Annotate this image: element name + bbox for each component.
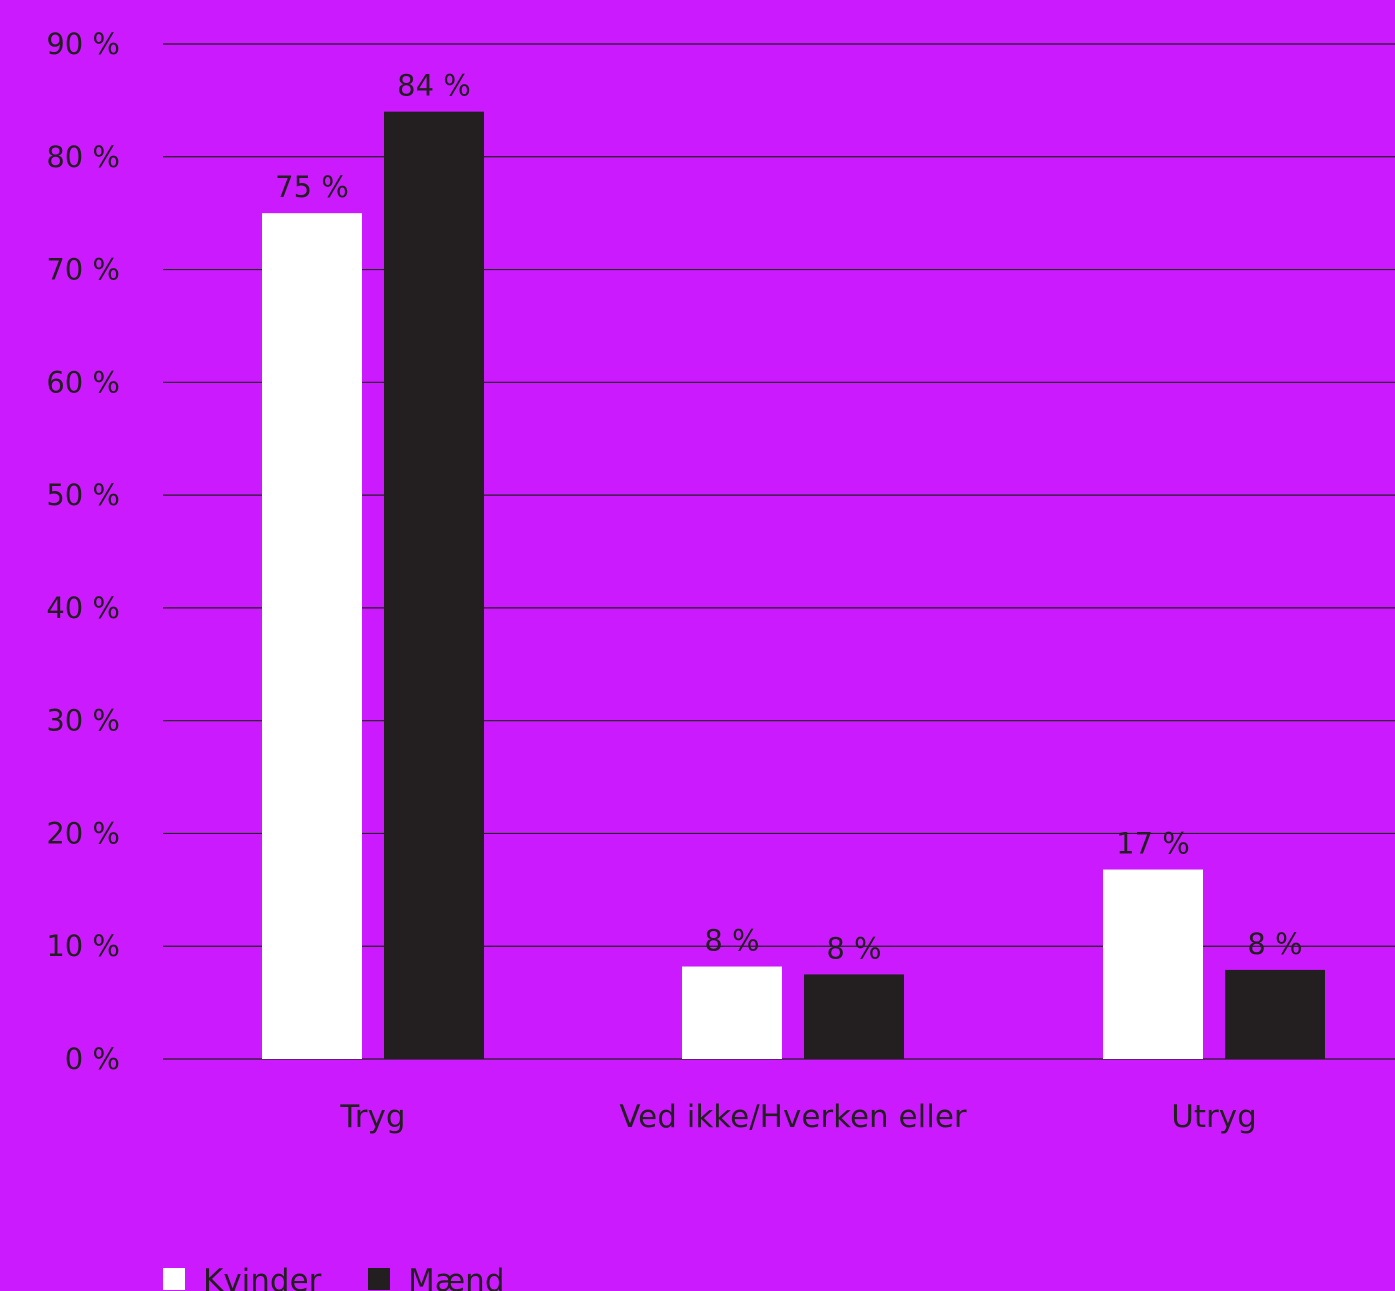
y-tick-label: 70 %	[46, 253, 120, 287]
bar-maend-2	[1225, 969, 1325, 1059]
data-label: 8 %	[1247, 927, 1302, 961]
bars	[262, 111, 1325, 1059]
legend-swatch	[368, 1268, 390, 1290]
data-label: 8 %	[704, 924, 759, 958]
data-label: 17 %	[1116, 827, 1190, 861]
gridlines	[163, 43, 1395, 1060]
y-tick-label: 60 %	[46, 365, 120, 399]
data-label: 75 %	[275, 170, 349, 204]
bar-kvinder-1	[682, 966, 782, 1059]
bar-maend-0	[384, 111, 484, 1059]
category-label: Ved ikke/Hverken eller	[619, 1099, 967, 1135]
y-tick-label: 10 %	[46, 929, 120, 963]
x-axis-categories: Tryg Ved ikke/Hverken eller Utryg	[339, 1099, 1256, 1135]
category-label: Tryg	[339, 1099, 405, 1135]
y-tick-label: 20 %	[46, 816, 120, 850]
bar-kvinder-2	[1103, 869, 1203, 1059]
data-label: 8 %	[826, 931, 881, 965]
legend: Kvinder Mænd	[163, 1263, 505, 1291]
y-tick-label: 0 %	[65, 1042, 120, 1076]
bar-kvinder-0	[262, 213, 362, 1059]
legend-label: Kvinder	[203, 1263, 322, 1291]
y-tick-label: 40 %	[46, 591, 120, 625]
category-label: Utryg	[1171, 1099, 1257, 1135]
y-tick-label: 90 %	[46, 27, 120, 61]
data-label: 84 %	[397, 69, 471, 103]
y-tick-label: 50 %	[46, 478, 120, 512]
data-labels: 75 % 84 % 8 % 8 % 17 % 8 %	[275, 69, 1302, 966]
y-tick-label: 30 %	[46, 704, 120, 738]
legend-swatch	[163, 1268, 185, 1290]
y-axis-ticks: 0 % 10 % 20 % 30 % 40 % 50 % 60 % 70 % 80 % 90 %	[46, 27, 120, 1076]
y-tick-label: 80 %	[46, 140, 120, 174]
bar-maend-1	[804, 974, 904, 1059]
legend-label: Mænd	[408, 1263, 505, 1291]
